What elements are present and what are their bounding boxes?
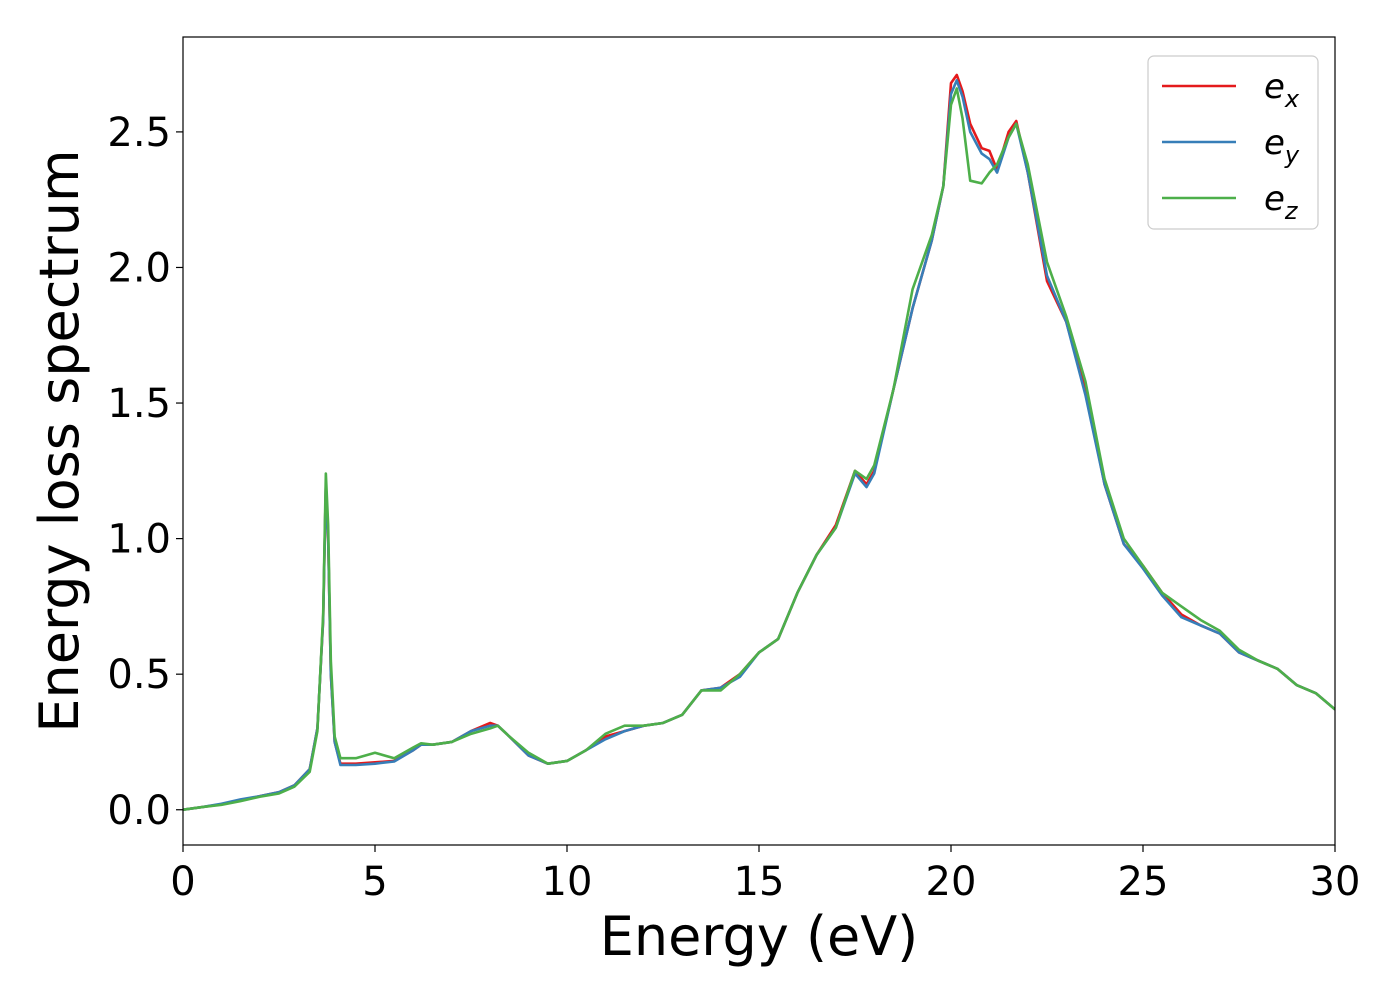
- x-tick-label: 25: [1118, 859, 1169, 905]
- series-line-z: [183, 87, 1335, 812]
- y-axis-label: Energy loss spectrum: [28, 149, 91, 732]
- y-tick-label: 0.5: [107, 652, 171, 698]
- y-tick-label: 2.5: [107, 110, 171, 156]
- x-axis: 0 5 10 15 20 25 30: [170, 845, 1360, 905]
- y-axis: 0.0 0.5 1.0 1.5 2.0 2.5: [107, 110, 183, 834]
- x-tick-label: 5: [362, 859, 387, 905]
- y-tick-label: 1.5: [107, 381, 171, 427]
- y-tick-label: 2.0: [107, 245, 171, 291]
- x-tick-label: 30: [1310, 859, 1361, 905]
- x-tick-label: 15: [734, 859, 785, 905]
- x-tick-label: 0: [170, 859, 195, 905]
- y-tick-label: 1.0: [107, 517, 171, 563]
- series-layer: [183, 73, 1335, 812]
- x-tick-label: 10: [542, 859, 593, 905]
- y-tick-label: 0.0: [107, 788, 171, 834]
- legend-entry-x: ex: [1264, 67, 1300, 113]
- legend-entry-z: ez: [1264, 179, 1299, 225]
- legend-entry-y: ey: [1264, 123, 1300, 169]
- legend: ex ey ez: [1147, 55, 1319, 230]
- x-tick-label: 20: [926, 859, 977, 905]
- x-axis-label: Energy (eV): [600, 905, 919, 968]
